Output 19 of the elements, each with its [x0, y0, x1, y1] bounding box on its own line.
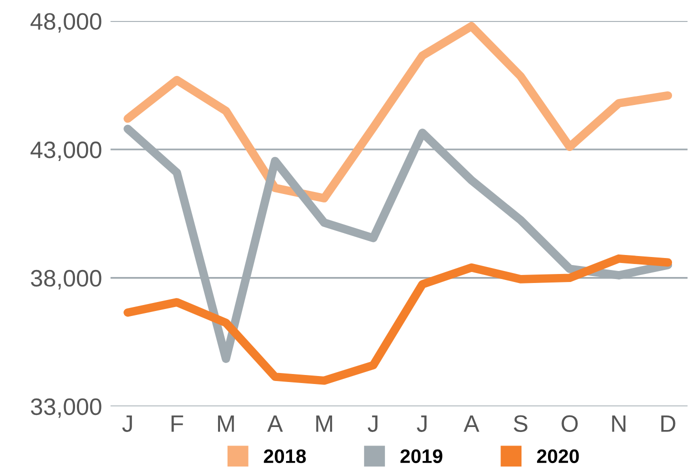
y-tick-label: 48,000 — [30, 13, 102, 33]
x-tick-label: O — [562, 415, 578, 432]
x-tick-label: F — [172, 415, 184, 432]
x-tick-label: J — [368, 415, 378, 432]
x-tick-label: M — [218, 415, 234, 432]
x-tick-label: A — [464, 415, 480, 432]
legend-label: 2019 — [400, 449, 442, 464]
legend-label: 2018 — [264, 449, 306, 464]
legend-label: 2020 — [537, 449, 579, 464]
x-tick-label: S — [514, 415, 528, 432]
x-tick-label: N — [612, 415, 626, 432]
y-tick-label: 38,000 — [30, 270, 102, 290]
x-tick-label: J — [416, 415, 427, 432]
y-tick-label: 43,000 — [30, 142, 102, 162]
y-tick-label: 33,000 — [30, 398, 102, 418]
x-tick-label: A — [267, 415, 283, 432]
x-tick-label: D — [661, 415, 676, 432]
x-tick-label: J — [122, 415, 132, 432]
x-tick-label: M — [316, 415, 332, 432]
